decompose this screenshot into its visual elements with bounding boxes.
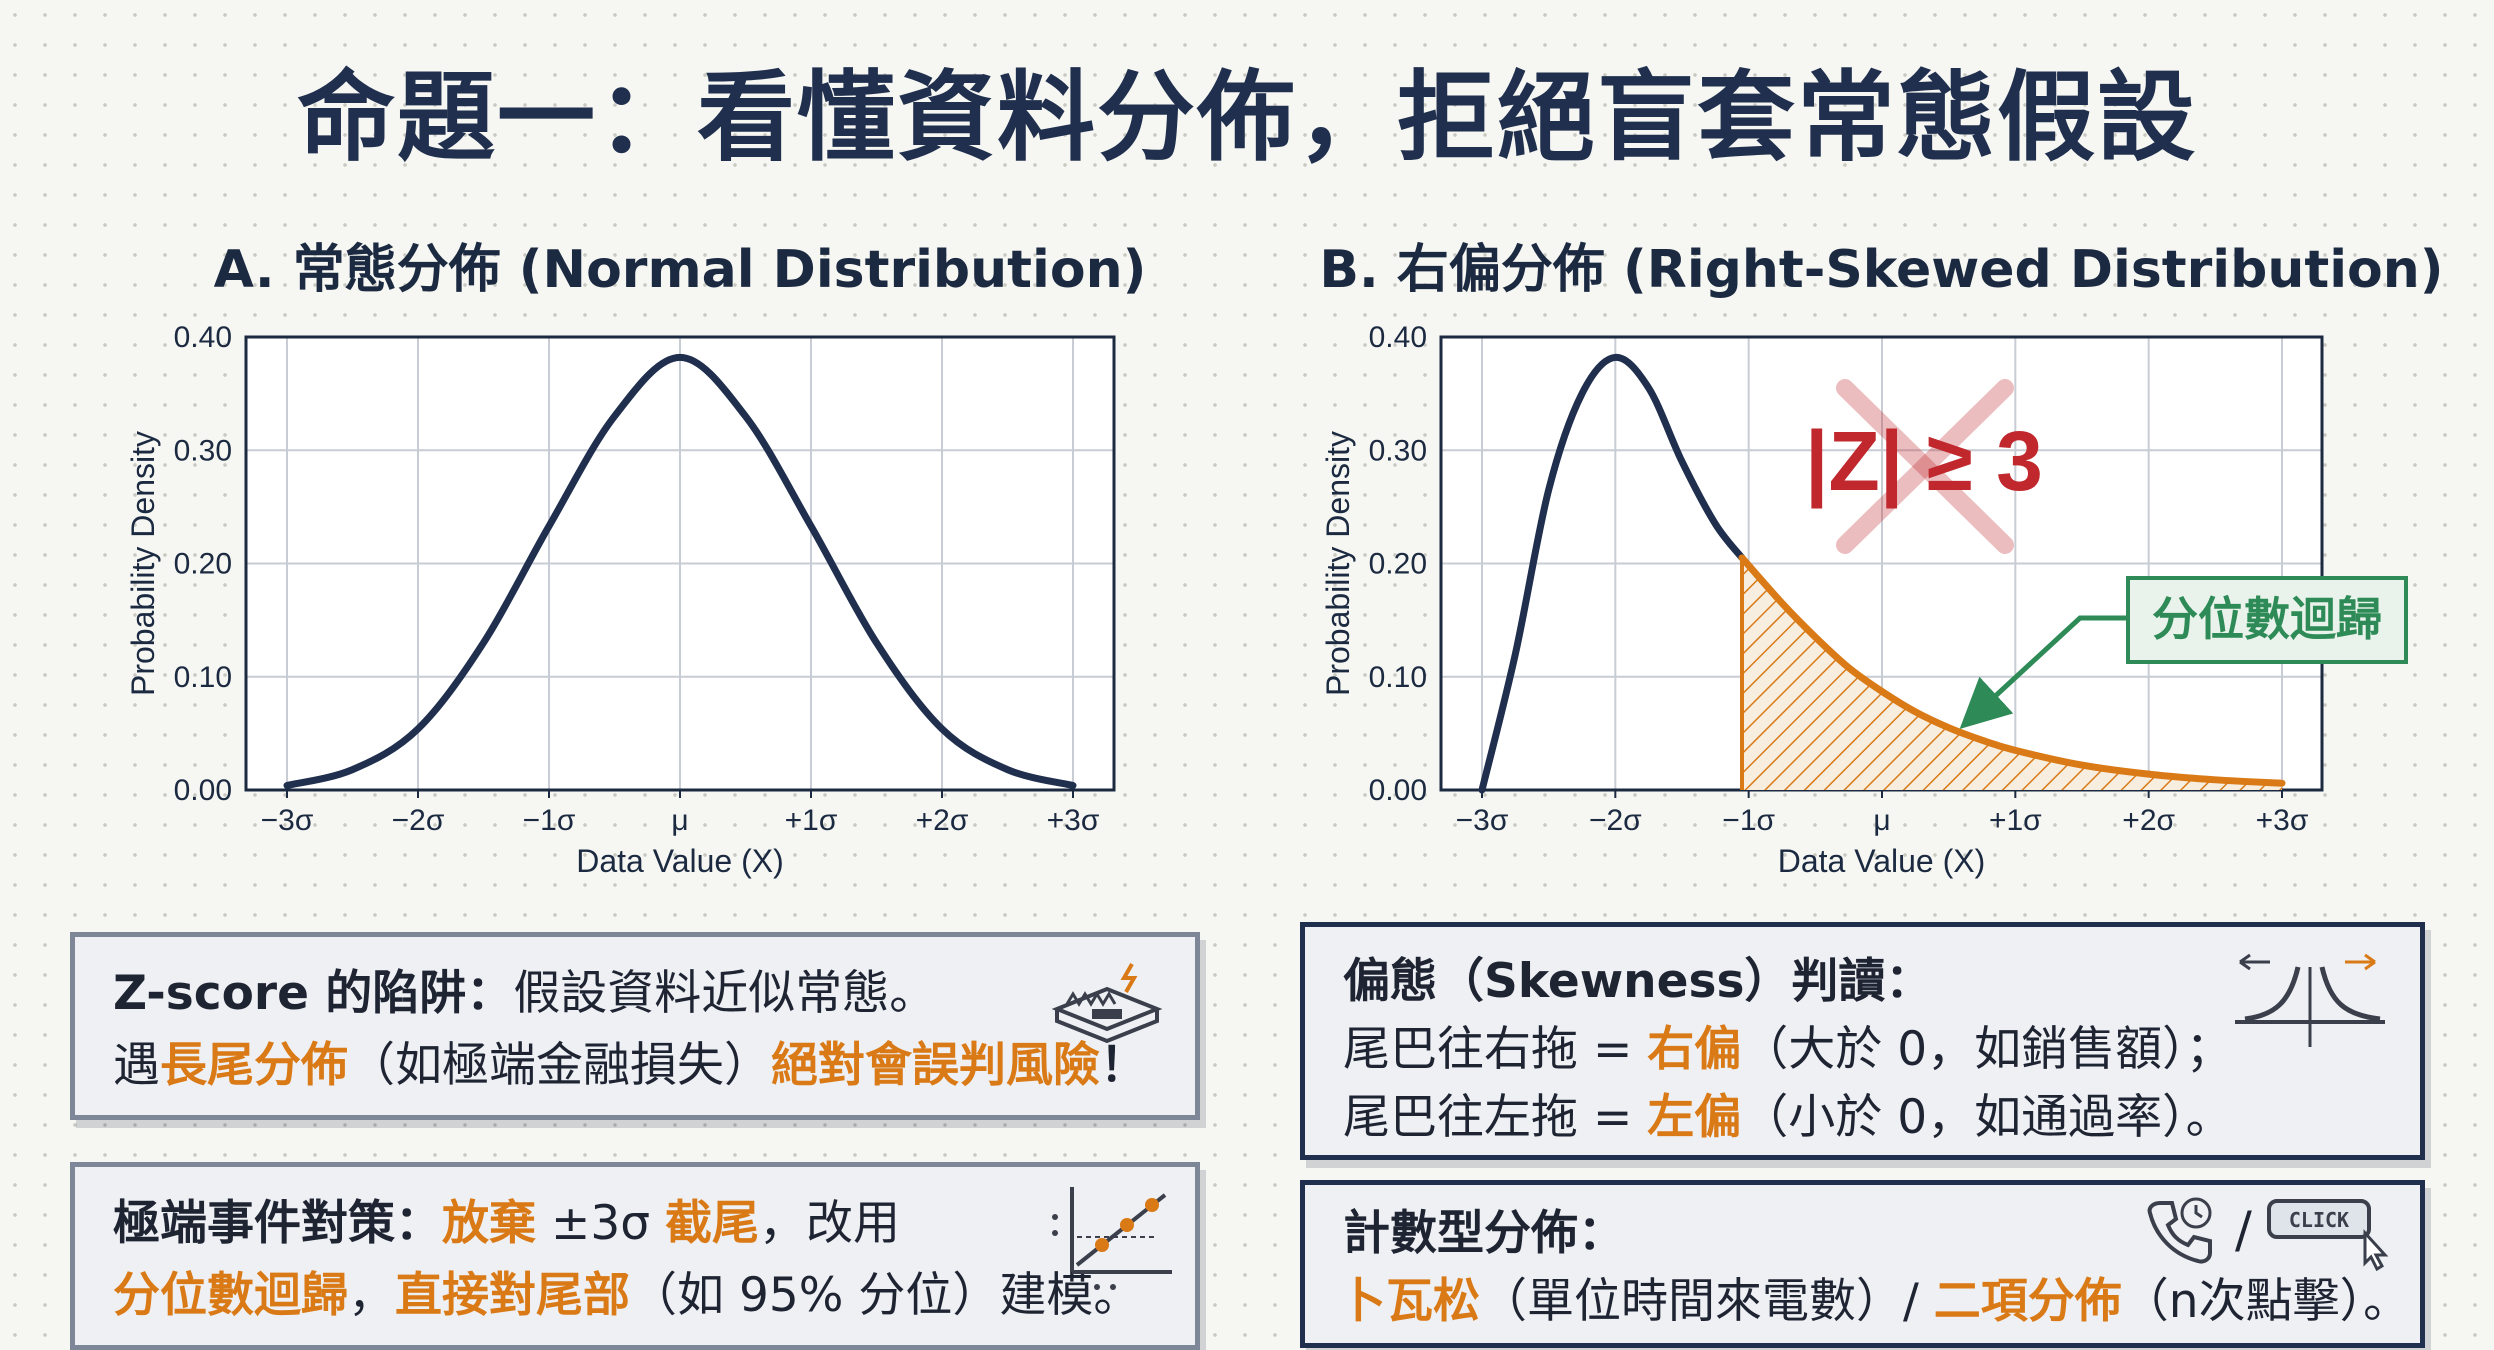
text-fragment: ， (348, 1268, 395, 1323)
text-fragment: 尾巴往左拖 = (1343, 1090, 1648, 1145)
x-tick-label: μ (1873, 804, 1890, 837)
text-fragment: （n次點擊）。 (2121, 1274, 2411, 1329)
density-curve-tail (1738, 554, 2286, 787)
text-fragment: ，改用 (758, 1196, 900, 1251)
density-curve-head (1478, 353, 1746, 794)
x-tick-label: −3σ (261, 804, 314, 837)
chart-normal: −3σ −2σ −1σ μ +1σ +2σ +3σ 0.00 0.10 0.20 0.30 0.40 A… (125, 240, 1146, 879)
zscore-trap-box: Z-score 的陷阱：假設資料近似常態。 遇長尾分佈（如極端金融損失）絕對會誤… (70, 932, 1200, 1120)
quantile-arrow (1959, 615, 2126, 729)
y-tick-label: 0.30 (1369, 434, 1427, 467)
long-tail-highlight: 長尾分佈 (160, 1038, 348, 1093)
click-button-text: CLICK (2289, 1208, 2349, 1232)
x-tick-label: −3σ (1456, 804, 1509, 837)
trap-icon (1051, 963, 1163, 1044)
y-tick-label: 0.40 (174, 321, 232, 354)
text-fragment: ！ (1100, 1038, 1147, 1093)
text-fragment: 截尾 (664, 1196, 759, 1251)
x-tick-label: +3σ (2256, 804, 2309, 837)
extreme-events-heading: 極端事件對策： (113, 1196, 442, 1251)
left-skew-highlight: 左偏 (1647, 1090, 1742, 1145)
shaded-tail-area (1742, 557, 2282, 790)
zscore-trap-text: 假設資料近似常態。 (513, 966, 937, 1021)
zscore-trap-line2: 遇長尾分佈（如極端金融損失）絕對會誤判風險！ (113, 1033, 1147, 1099)
text-fragment: 放棄 (442, 1196, 536, 1251)
y-tick-label: 0.10 (174, 661, 232, 694)
skewness-title: 偏態（Skewness）判讀： (1343, 954, 1933, 1009)
y-tick-label: 0.20 (1369, 548, 1427, 581)
count-line: 卜瓦松（單位時間來電數）/ 二項分佈（n次點擊）。 (1339, 1269, 2410, 1335)
x-tick-label: −1σ (1722, 804, 1775, 837)
x-tick-label: μ (671, 804, 688, 837)
text-fragment: （如 95% 分位）建模。 (630, 1268, 1141, 1323)
regression-plot-icon (1052, 1187, 1172, 1290)
x-tick-label: +2σ (2122, 804, 2175, 837)
y-axis-label: Probability Density (125, 431, 161, 696)
chart-title: A. 常態分佈 (Normal Distribution) (214, 240, 1147, 300)
chart-b-annotations: |Z| ≥ 3 分位數迴歸 (1805, 379, 2408, 729)
extreme-events-box: 極端事件對策：放棄 ±3σ 截尾，改用 分位數迴歸，直接對尾部（如 95% 分位… (70, 1162, 1200, 1350)
y-tick-label: 0.00 (174, 774, 232, 807)
skewness-heading: 偏態（Skewness）判讀： (1343, 949, 1932, 1015)
cross-stroke-1 (1836, 379, 2014, 554)
right-skew-highlight: 右偏 (1647, 1022, 1742, 1077)
count-title: 計數型分佈： (1343, 1206, 1625, 1261)
page-title: 命題一：看懂資料分佈，拒絕盲套常態假設 (296, 61, 2197, 175)
text-fragment: 尾巴往右拖 = (1343, 1022, 1648, 1077)
extreme-events-line1: 極端事件對策：放棄 ±3σ 截尾，改用 (113, 1191, 900, 1257)
text-fragment: （單位時間來電數）/ (1480, 1274, 1934, 1329)
chart-title: B. 右偏分佈 (Right-Skewed Distribution) (1319, 240, 2443, 300)
y-tick-label: 0.10 (1369, 661, 1427, 694)
quantile-regression-label: 分位數迴歸 (2152, 592, 2382, 646)
count-heading: 計數型分佈： (1343, 1201, 1625, 1267)
y-axis-label: Probability Density (1320, 431, 1356, 696)
quantile-regression-label-box (2126, 576, 2408, 664)
y-tick-label: 0.40 (1369, 321, 1427, 354)
y-tick-label: 0.20 (174, 548, 232, 581)
x-tick-label: +3σ (1047, 804, 1100, 837)
phone-icon (2147, 1197, 2212, 1264)
crossed-z-threshold-text: |Z| ≥ 3 (1805, 414, 2043, 509)
x-tick-label: +1σ (785, 804, 838, 837)
x-tick-label: −2σ (392, 804, 445, 837)
x-tick-label: −2σ (1589, 804, 1642, 837)
binomial-highlight: 二項分佈 (1933, 1274, 2122, 1329)
quantile-regression-highlight: 分位數迴歸 (113, 1268, 348, 1323)
zscore-trap-line1: Z-score 的陷阱：假設資料近似常態。 (113, 961, 936, 1027)
poisson-highlight: 卜瓦松 (1339, 1274, 1480, 1329)
skewness-box: 偏態（Skewness）判讀： 尾巴往右拖 = 右偏（大於 0，如銷售額）； 尾… (1300, 922, 2425, 1160)
x-tick-label: +2σ (916, 804, 969, 837)
text-fragment: 遇 (113, 1038, 160, 1093)
charts-canvas: −3σ −2σ −1σ μ +1σ +2σ +3σ 0.00 0.10 0.20 0.30 0.40 A… (125, 240, 2444, 879)
plot-frame (244, 335, 1116, 792)
y-tick-label: 0.30 (174, 434, 232, 467)
text-fragment: ±3σ (536, 1196, 665, 1251)
tail-modeling-highlight: 直接對尾部 (395, 1268, 630, 1323)
icon-slash: / (2235, 1201, 2252, 1259)
x-tick-label: −1σ (523, 804, 576, 837)
extreme-events-line2: 分位數迴歸，直接對尾部（如 95% 分位）建模。 (113, 1263, 1140, 1329)
click-button-icon: CLICK (2267, 1199, 2389, 1272)
chart-right-skewed: −3σ −2σ −1σ μ +1σ +2σ +3σ 0.00 0.10 0.20 0.30 0.40 B… (1319, 240, 2443, 879)
zscore-trap-heading: Z-score 的陷阱： (113, 966, 514, 1021)
risk-warning-highlight: 絕對會誤判風險 (771, 1038, 1100, 1093)
skewness-left-line: 尾巴往左拖 = 左偏（小於 0，如通過率）。 (1343, 1085, 2233, 1151)
cross-stroke-2 (1836, 379, 2014, 554)
x-axis-label: Data Value (X) (1778, 843, 1986, 879)
text-fragment: （大於 0，如銷售額）； (1741, 1022, 2233, 1077)
count-distribution-box: 計數型分佈： 卜瓦松（單位時間來電數）/ 二項分佈（n次點擊）。 / CLICK (1300, 1180, 2425, 1348)
x-tick-label: +1σ (1989, 804, 2042, 837)
skew-curves-icon (2235, 953, 2385, 1047)
text-fragment: （小於 0，如通過率）。 (1741, 1090, 2233, 1145)
density-curve (283, 353, 1077, 789)
skewness-right-line: 尾巴往右拖 = 右偏（大於 0，如銷售額）； (1343, 1017, 2233, 1083)
text-fragment: （如極端金融損失） (348, 1038, 771, 1093)
x-axis-label: Data Value (X) (576, 843, 784, 879)
y-tick-label: 0.00 (1369, 774, 1427, 807)
